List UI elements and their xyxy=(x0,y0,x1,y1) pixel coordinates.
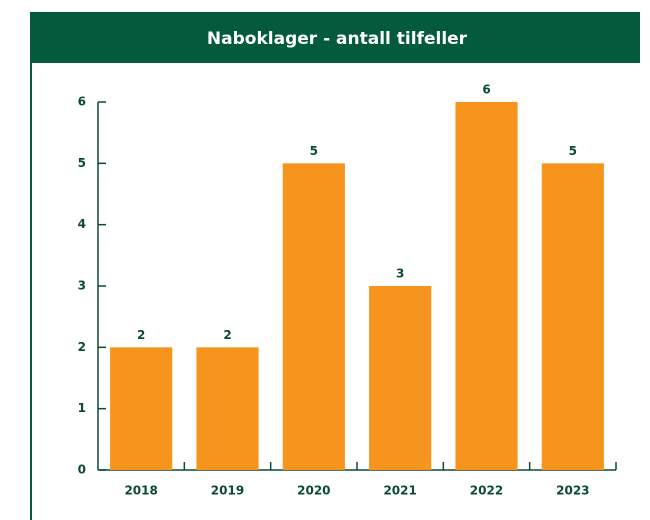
y-tick-label: 4 xyxy=(78,217,86,231)
y-tick-label: 0 xyxy=(78,463,86,477)
x-tick-label: 2018 xyxy=(124,484,157,498)
y-tick-label: 6 xyxy=(78,95,86,109)
data-label: 2 xyxy=(137,328,145,342)
x-tick-label: 2020 xyxy=(297,484,330,498)
chart-title: Naboklager - antall tilfeller xyxy=(207,29,468,49)
bar xyxy=(541,163,604,471)
bar xyxy=(196,347,259,470)
x-tick-label: 2022 xyxy=(470,484,503,498)
header-band xyxy=(30,12,640,63)
x-tick-label: 2019 xyxy=(211,484,244,498)
y-tick-label: 5 xyxy=(78,156,86,170)
x-tick-label: 2023 xyxy=(556,484,589,498)
data-label: 6 xyxy=(482,83,490,97)
data-label: 5 xyxy=(310,144,318,158)
y-tick-label: 3 xyxy=(78,279,86,293)
bar xyxy=(282,163,345,471)
bar xyxy=(455,102,518,470)
data-label: 2 xyxy=(223,328,231,342)
data-label: 5 xyxy=(569,144,577,158)
data-label: 3 xyxy=(396,267,404,281)
y-tick-label: 1 xyxy=(78,401,86,415)
bar xyxy=(369,286,432,470)
x-tick-label: 2021 xyxy=(383,484,416,498)
y-tick-label: 2 xyxy=(78,340,86,354)
bar xyxy=(110,347,173,470)
